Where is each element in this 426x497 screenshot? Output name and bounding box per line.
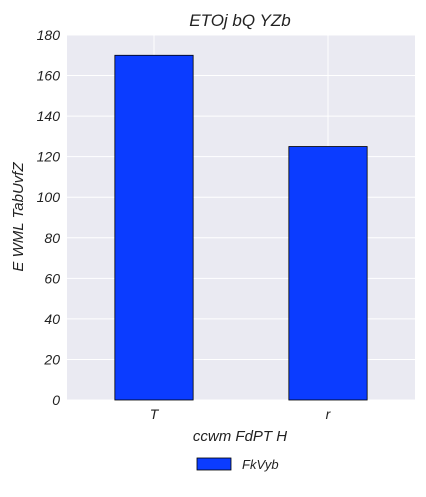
y-tick-label: 140 (37, 108, 61, 124)
y-tick-label: 40 (44, 311, 60, 327)
bars (114, 54, 368, 401)
chart-title: ETOj bQ YZb (189, 11, 290, 30)
legend-swatch (196, 457, 232, 471)
y-axis-label: E WML TabUvfZ (10, 162, 27, 272)
y-tick-label: 60 (44, 270, 60, 286)
legend: FkVyb (196, 457, 279, 472)
bar-T (114, 54, 194, 401)
y-tick-labels: 0 20 40 60 80 100 120 140 160 180 (37, 27, 61, 408)
legend-label: FkVyb (242, 457, 279, 472)
y-tick-label: 160 (37, 68, 61, 84)
y-tick-label: 0 (52, 392, 60, 408)
y-tick-label: 120 (37, 149, 61, 165)
x-axis-label: ccwm FdPT H (193, 428, 287, 445)
y-tick-label: 20 (43, 351, 60, 367)
x-tick-label: r (326, 406, 332, 422)
y-tick-label: 80 (44, 230, 60, 246)
y-tick-label: 100 (37, 189, 61, 205)
y-tick-label: 180 (37, 27, 61, 43)
x-tick-label: T (150, 406, 160, 422)
bar-r (288, 146, 368, 401)
